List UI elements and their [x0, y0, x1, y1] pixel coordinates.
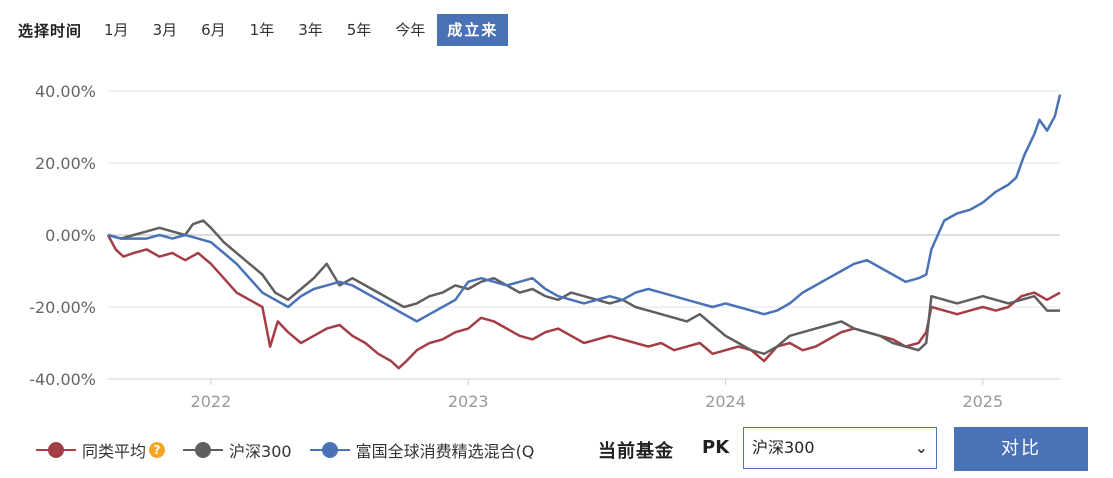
compare-target-select[interactable]: 沪深300 ⌄: [743, 427, 937, 469]
legend-item-peer-average[interactable]: 同类平均 ?: [36, 438, 166, 462]
chevron-down-icon: ⌄: [914, 438, 928, 457]
range-option-3m[interactable]: 3月: [152, 21, 178, 39]
legend-label-peer: 同类平均: [82, 442, 147, 461]
y-tick-label: 20.00%: [35, 154, 96, 173]
series-line-2: [107, 94, 1062, 323]
legend-label-index: 沪深300: [229, 442, 292, 461]
range-option-since-inception[interactable]: 成立来: [437, 14, 509, 46]
series-line-1: [107, 219, 1060, 356]
y-tick-label: -20.00%: [29, 298, 96, 317]
range-title: 选择时间: [18, 21, 83, 40]
pk-label: PK: [702, 437, 730, 458]
legend-swatch-fund: [309, 442, 350, 458]
chart-legend: 同类平均 ? 沪深300 富国全球消费精选混合(Q: [36, 438, 552, 462]
legend-item-fund[interactable]: 富国全球消费精选混合(Q: [309, 438, 535, 462]
y-tick-label: -40.00%: [29, 370, 96, 389]
range-option-3y[interactable]: 3年: [298, 21, 323, 39]
x-tick-label: 2025: [962, 392, 1003, 411]
performance-line-chart: 40.00% 20.00% 0.00% -20.00% -40.00% 2022 2023 2…: [29, 82, 1062, 411]
compare-button[interactable]: 对比: [954, 427, 1088, 471]
range-option-1m[interactable]: 1月: [104, 21, 129, 39]
series-line-0: [106, 234, 1061, 370]
time-range-bar: 选择时间 1月 3月 6月 1年 3年 5年 今年 成立来: [18, 14, 509, 46]
legend-label-fund: 富国全球消费精选混合(Q: [355, 442, 535, 461]
range-option-1y[interactable]: 1年: [249, 21, 275, 39]
x-tick-label: 2024: [705, 392, 746, 411]
current-fund-label: 当前基金: [598, 441, 674, 462]
x-tick-label: 2023: [448, 392, 489, 411]
y-tick-label: 0.00%: [45, 226, 96, 245]
x-tick-label: 2022: [191, 392, 232, 411]
legend-item-index[interactable]: 沪深300: [183, 438, 292, 462]
legend-swatch-index: [183, 442, 224, 458]
question-icon[interactable]: ?: [149, 442, 166, 458]
range-option-ytd[interactable]: 今年: [395, 21, 426, 39]
compare-target-value: 沪深300: [752, 438, 815, 457]
range-option-5y[interactable]: 5年: [346, 21, 372, 39]
range-option-6m[interactable]: 6月: [201, 21, 226, 39]
y-tick-label: 40.00%: [35, 82, 96, 101]
legend-swatch-peer: [36, 442, 76, 458]
